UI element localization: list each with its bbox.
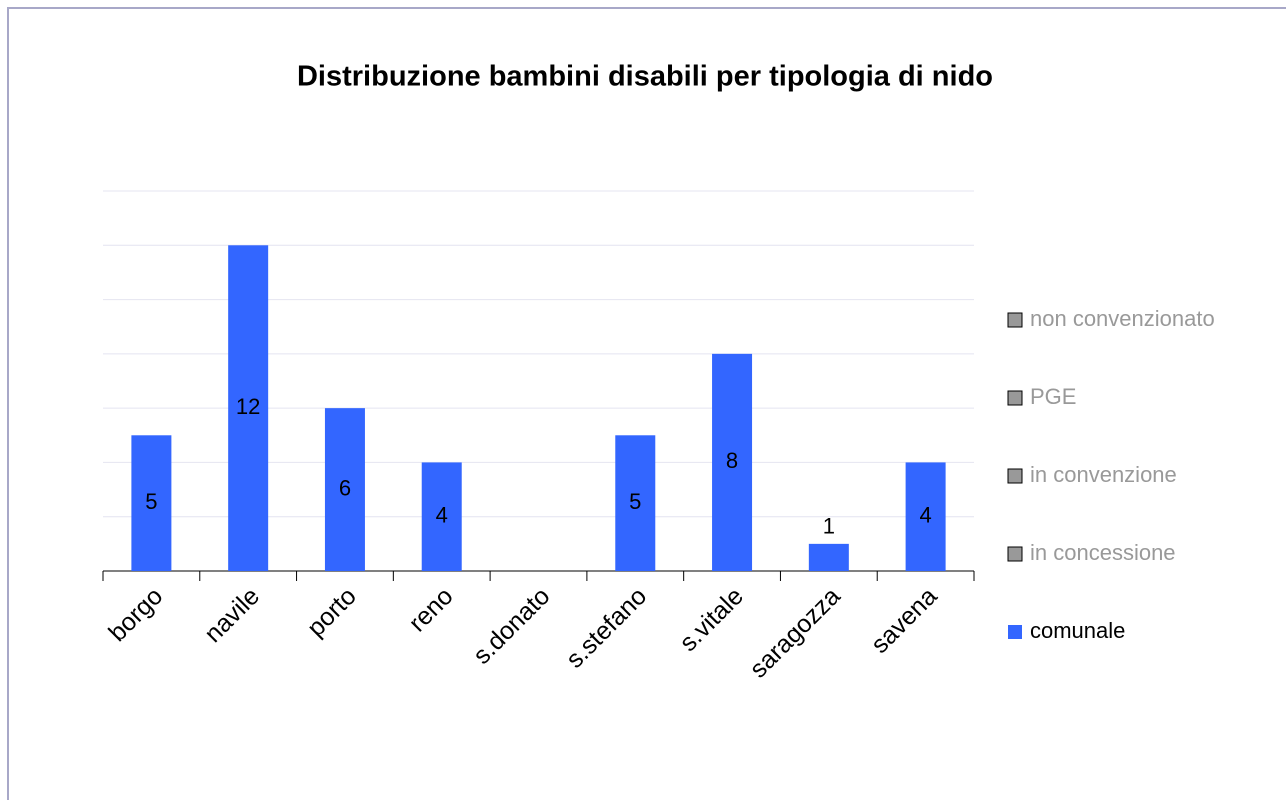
legend-swatch [1007, 546, 1023, 562]
data-label: 6 [339, 475, 351, 500]
bar [615, 435, 656, 571]
bar [712, 353, 753, 571]
chart-title: Distribuzione bambini disabili per tipol… [297, 61, 993, 93]
chart-border [7, 7, 1286, 800]
legend-swatch [1007, 468, 1023, 484]
legend-swatch [1007, 312, 1023, 328]
data-label: 8 [726, 448, 738, 473]
bar [324, 408, 365, 571]
data-label: 5 [629, 489, 641, 514]
legend-label: in concessione [1030, 540, 1176, 565]
data-label: 5 [145, 489, 157, 514]
bar [421, 462, 462, 571]
data-label: 12 [236, 394, 260, 419]
bar [131, 435, 172, 571]
bar [808, 543, 849, 571]
data-label: 1 [823, 514, 835, 539]
legend-label: PGE [1030, 384, 1076, 409]
legend-label: in convenzione [1030, 462, 1177, 487]
legend-label: comunale [1030, 618, 1125, 643]
legend-swatch [1008, 625, 1022, 639]
data-label: 4 [436, 503, 448, 528]
data-label: 4 [919, 503, 931, 528]
bar [905, 462, 946, 571]
bar [228, 245, 269, 572]
legend-label: non convenzionato [1030, 306, 1215, 331]
legend-swatch [1007, 390, 1023, 406]
